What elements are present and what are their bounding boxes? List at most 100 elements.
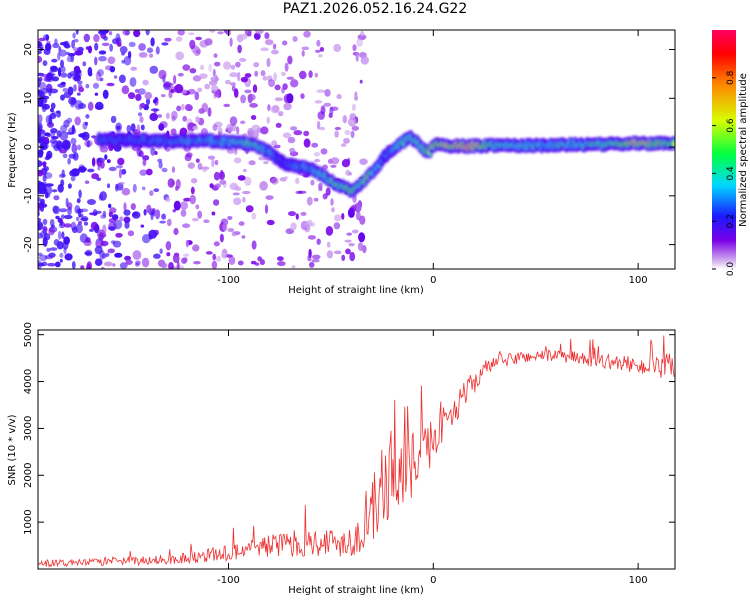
noise-speckle xyxy=(277,111,284,117)
noise-speckle xyxy=(277,256,284,261)
noise-speckle xyxy=(333,222,341,230)
noise-speckle xyxy=(83,33,91,43)
noise-speckle xyxy=(267,104,271,112)
noise-speckle xyxy=(71,39,75,49)
noise-speckle xyxy=(131,211,141,219)
noise-speckle xyxy=(102,89,109,100)
noise-speckle xyxy=(38,180,42,186)
noise-speckle xyxy=(102,210,107,217)
noise-speckle xyxy=(38,152,43,158)
noise-speckle xyxy=(352,44,357,52)
y-tick-label: 1000 xyxy=(23,509,34,534)
colorbar: 0.0 0.2 0.4 0.6 0.8 Normalized spectral ampl… xyxy=(712,30,749,276)
noise-speckle xyxy=(140,102,146,109)
noise-speckle xyxy=(165,197,171,203)
noise-speckle xyxy=(355,211,361,221)
noise-speckle xyxy=(110,115,117,124)
noise-speckle xyxy=(318,54,323,58)
colorbar-tick-label: 0.2 xyxy=(726,214,736,228)
noise-speckle xyxy=(84,251,92,255)
noise-speckle xyxy=(50,102,56,110)
noise-speckle xyxy=(180,103,185,111)
noise-speckle xyxy=(45,42,52,52)
noise-speckle xyxy=(123,209,131,216)
noise-speckle xyxy=(173,74,177,85)
noise-speckle xyxy=(49,247,58,251)
noise-speckle xyxy=(259,181,268,191)
noise-speckle xyxy=(314,100,323,104)
noise-speckle xyxy=(344,239,352,243)
noise-speckle xyxy=(259,259,265,266)
noise-speckle xyxy=(213,199,220,206)
noise-speckle xyxy=(71,168,80,177)
y-tick-label: 4000 xyxy=(23,369,34,394)
noise-speckle xyxy=(325,187,331,196)
noise-speckle xyxy=(274,97,283,102)
noise-speckle xyxy=(211,260,218,269)
noise-speckle xyxy=(240,94,247,104)
noise-speckle xyxy=(130,66,137,71)
noise-speckle xyxy=(208,80,218,86)
noise-speckle xyxy=(149,190,154,197)
noise-speckle xyxy=(170,128,177,136)
noise-speckle xyxy=(188,32,195,36)
noise-speckle xyxy=(171,110,178,120)
noise-speckle xyxy=(85,83,90,89)
noise-speckle xyxy=(166,218,172,227)
noise-speckle xyxy=(229,82,236,86)
noise-speckle xyxy=(74,205,81,214)
noise-speckle xyxy=(149,112,158,122)
noise-speckle xyxy=(354,202,362,213)
noise-speckle xyxy=(138,52,148,58)
noise-speckle xyxy=(59,49,67,57)
noise-speckle xyxy=(38,56,43,63)
noise-speckle xyxy=(284,176,289,180)
x-tick-label: -100 xyxy=(217,275,240,286)
noise-speckle xyxy=(283,102,292,111)
noise-speckle xyxy=(346,232,353,236)
noise-speckle xyxy=(67,157,71,165)
noise-speckle xyxy=(97,69,104,77)
noise-speckle xyxy=(108,31,113,36)
spectrogram-ridge xyxy=(96,130,675,198)
noise-speckle xyxy=(183,253,190,257)
noise-speckle xyxy=(45,183,54,187)
noise-speckle xyxy=(115,122,122,132)
spectrogram-x-axis-label: Height of straight line (km) xyxy=(288,285,424,296)
noise-speckle xyxy=(330,164,337,168)
noise-speckle xyxy=(184,103,192,112)
noise-speckle xyxy=(66,131,74,135)
noise-speckle xyxy=(213,241,220,247)
noise-speckle xyxy=(214,159,219,166)
noise-speckle xyxy=(270,177,279,185)
noise-speckle xyxy=(161,213,167,220)
noise-speckle xyxy=(143,209,147,216)
noise-speckle xyxy=(77,220,83,225)
noise-speckle xyxy=(133,30,141,38)
noise-speckle xyxy=(172,209,176,213)
noise-speckle xyxy=(220,169,224,179)
noise-speckle xyxy=(330,157,340,165)
noise-speckle xyxy=(225,254,233,258)
noise-speckle xyxy=(71,226,78,234)
noise-speckle xyxy=(38,43,44,51)
noise-speckle xyxy=(50,66,59,73)
noise-speckle xyxy=(239,57,247,63)
noise-speckle xyxy=(351,229,359,234)
noise-speckle xyxy=(313,197,319,202)
noise-speckle xyxy=(250,115,257,120)
noise-speckle xyxy=(282,40,288,46)
noise-speckle xyxy=(53,239,60,246)
noise-speckle xyxy=(76,216,80,221)
noise-speckle xyxy=(118,74,126,84)
noise-speckle xyxy=(263,161,269,165)
noise-speckle xyxy=(211,85,219,92)
noise-speckle xyxy=(40,205,44,212)
noise-speckle xyxy=(229,37,233,47)
noise-speckle xyxy=(73,84,77,92)
noise-speckle xyxy=(59,252,64,258)
colorbar-label: Normalized spectral amplitude xyxy=(738,73,749,227)
noise-speckle xyxy=(266,219,275,226)
noise-speckle xyxy=(108,166,117,172)
noise-speckle xyxy=(255,30,264,35)
